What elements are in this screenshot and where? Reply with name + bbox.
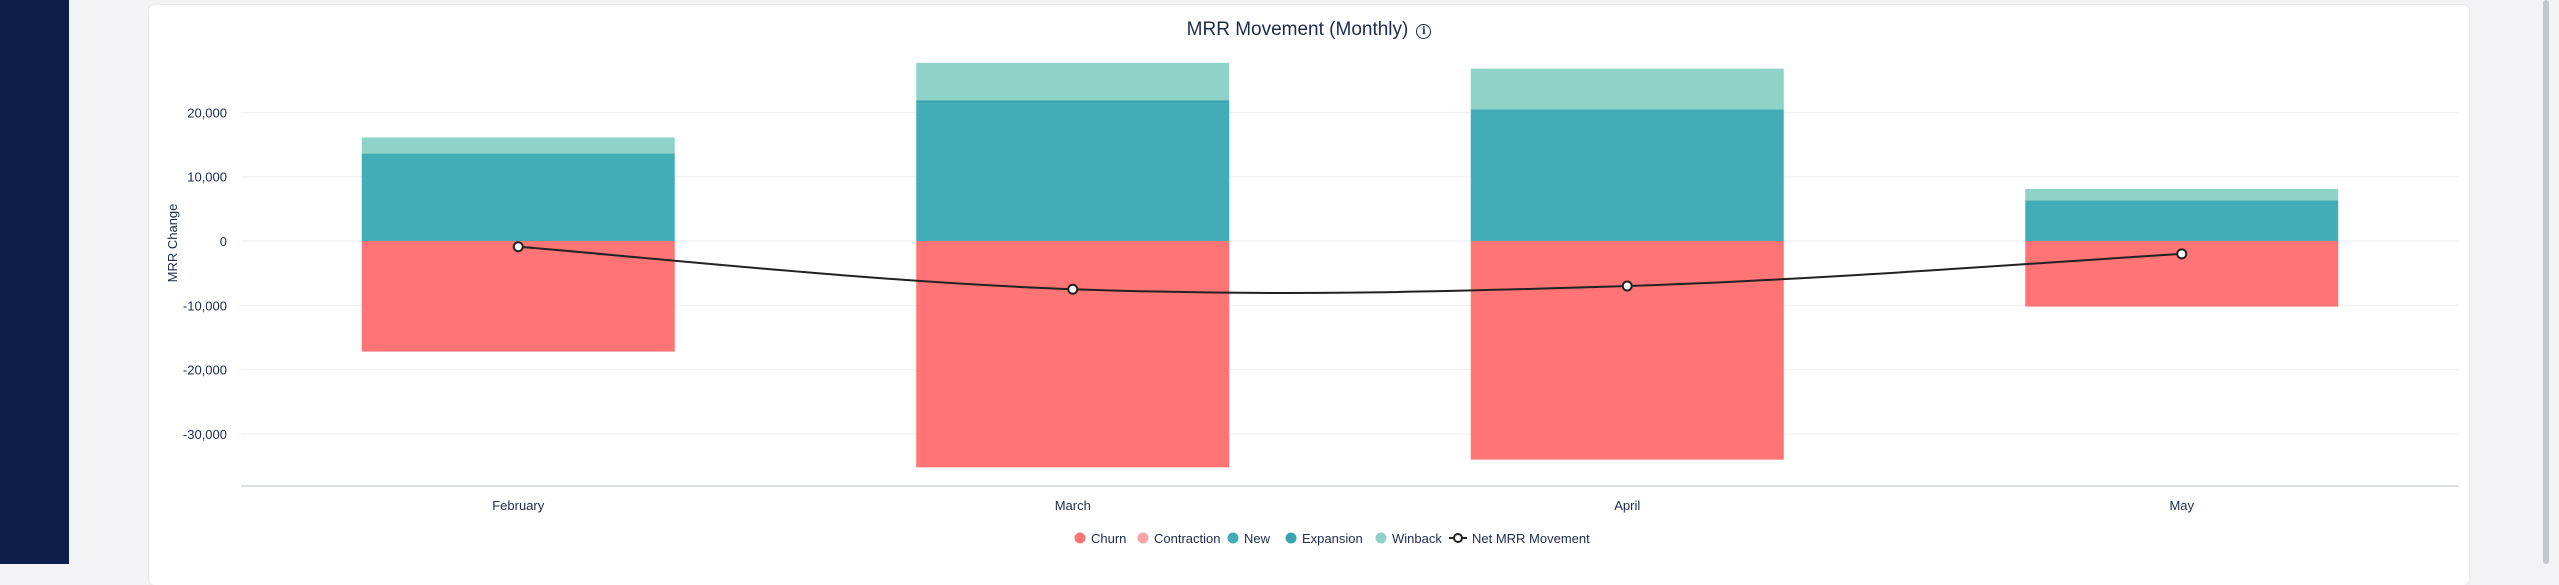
bar-new[interactable] — [1470, 109, 1784, 241]
page-scrollbar-thumb[interactable] — [2543, 0, 2549, 564]
x-tick-label: March — [1055, 498, 1091, 513]
y-axis-label: MRR Change — [165, 204, 180, 283]
y-tick-label: 0 — [220, 234, 227, 249]
legend-marker — [1137, 532, 1149, 544]
legend-label: Contraction — [1154, 531, 1220, 546]
x-axis-ticks: February March April May — [492, 498, 2194, 513]
bar-winback[interactable] — [361, 137, 675, 154]
bar-new[interactable] — [2025, 200, 2339, 241]
info-icon[interactable]: i — [1416, 24, 1432, 39]
bar-churn[interactable] — [916, 241, 1230, 468]
net-mrr-point[interactable] — [2176, 248, 2188, 260]
y-tick-label: -30,000 — [183, 427, 227, 442]
net-mrr-point[interactable] — [512, 241, 524, 253]
bar-churn[interactable] — [361, 241, 675, 352]
mrr-chart: 20,000 10,000 0 -10,000 -20,000 -30,000 MRR C… — [165, 62, 2459, 546]
legend-marker — [1074, 532, 1086, 544]
legend-label: Expansion — [1302, 531, 1363, 546]
legend-label: Churn — [1091, 531, 1126, 546]
chart-card: MRR Movement (Monthly) i 20,000 10,000 0 -10… — [149, 5, 2469, 585]
bar-winback[interactable] — [2025, 188, 2339, 201]
legend-item-new[interactable]: New — [1227, 531, 1271, 546]
legend-label: Winback — [1392, 531, 1442, 546]
x-tick-label: February — [492, 498, 545, 513]
y-tick-label: 20,000 — [187, 105, 227, 120]
legend-marker — [1285, 532, 1297, 544]
legend-item-net-mrr-movement[interactable]: Net MRR Movement — [1449, 531, 1590, 546]
legend-item-expansion[interactable]: Expansion — [1285, 531, 1363, 546]
net-mrr-point[interactable] — [1067, 283, 1079, 295]
legend-marker — [1227, 532, 1239, 544]
legend-label: Net MRR Movement — [1472, 531, 1590, 546]
bar-expansion[interactable] — [916, 100, 1230, 104]
y-tick-label: 10,000 — [187, 170, 227, 185]
net-mrr-point[interactable] — [1621, 280, 1633, 292]
net-line — [512, 241, 2188, 295]
net-mrr-line — [518, 245, 2182, 294]
bar-new[interactable] — [361, 153, 675, 241]
legend-item-winback[interactable]: Winback — [1375, 531, 1443, 546]
bar-new[interactable] — [916, 103, 1230, 241]
legend-label: New — [1244, 531, 1271, 546]
bar-winback[interactable] — [916, 62, 1230, 101]
y-axis-ticks: 20,000 10,000 0 -10,000 -20,000 -30,000 — [183, 105, 227, 442]
bar-winback[interactable] — [1470, 68, 1784, 110]
legend-marker — [1453, 533, 1463, 543]
chart-title-row: MRR Movement (Monthly) i — [149, 19, 2469, 41]
legend-item-contraction[interactable]: Contraction — [1137, 531, 1221, 546]
legend-item-churn[interactable]: Churn — [1074, 531, 1127, 546]
legend: Churn Contraction New Expansion Winback Net M… — [1074, 531, 1590, 546]
chart-title: MRR Movement (Monthly) — [1186, 19, 1409, 40]
y-tick-label: -10,000 — [183, 298, 227, 313]
bars — [361, 62, 2339, 468]
app-sidebar — [0, 0, 69, 564]
legend-marker — [1375, 532, 1387, 544]
bar-churn[interactable] — [1470, 241, 1784, 460]
y-tick-label: -20,000 — [183, 363, 227, 378]
x-tick-label: May — [2169, 498, 2194, 513]
x-tick-label: April — [1614, 498, 1640, 513]
